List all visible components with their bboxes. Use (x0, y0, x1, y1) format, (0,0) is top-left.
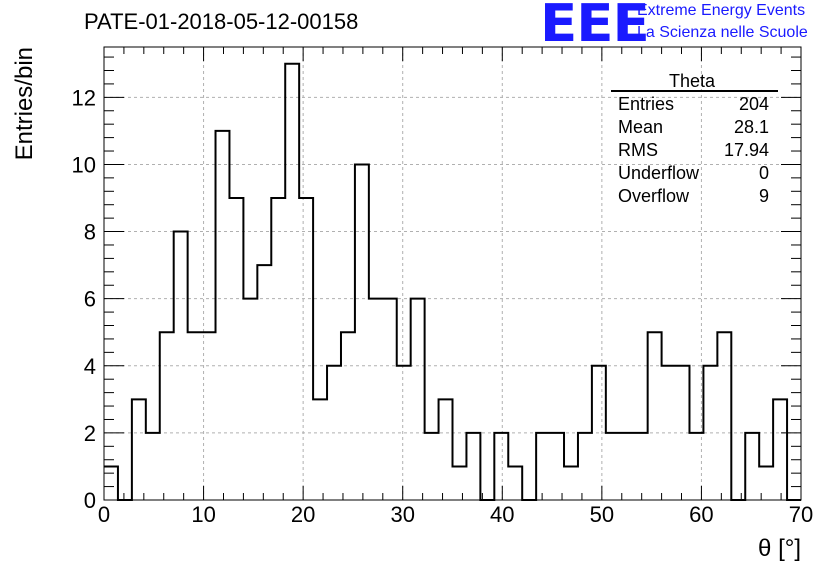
x-tick-label: 30 (390, 502, 414, 527)
x-axis-label: θ [°] (758, 535, 801, 562)
tick-labels: 0 10 20 30 40 50 60 70 0 2 4 6 8 10 12 (72, 85, 814, 527)
x-tick-label: 10 (191, 502, 215, 527)
y-tick-label: 10 (72, 152, 96, 177)
stats-row-label: Entries (618, 94, 674, 114)
axis-ticks (103, 47, 802, 501)
y-tick-label: 0 (84, 488, 96, 513)
y-tick-label: 8 (84, 220, 96, 245)
stats-rows: Entries 204 Mean 28.1 RMS 17.94 Underflow 0 Over… (618, 94, 769, 206)
logo-text-line2: La Scienza nelle Scuole (637, 24, 808, 41)
x-tick-label: 60 (689, 502, 713, 527)
stats-box: Theta Entries 204 Mean 28.1 RMS 17.94 Underflo… (611, 71, 778, 206)
stats-row-value: 204 (739, 94, 769, 114)
stats-row-value: 9 (759, 186, 769, 206)
logo-text-line1: Extreme Energy Events (637, 2, 806, 19)
eee-logo-mark: EEE (540, 0, 650, 54)
x-tick-label: 40 (490, 502, 514, 527)
y-tick-label: 4 (84, 354, 96, 379)
stats-row-value: 28.1 (734, 117, 769, 137)
y-tick-label: 12 (72, 85, 96, 110)
stats-row-label: RMS (618, 140, 658, 160)
x-tick-label: 20 (291, 502, 315, 527)
y-tick-label: 6 (84, 287, 96, 312)
y-tick-label: 2 (84, 421, 96, 446)
stats-row-value: 17.94 (724, 140, 769, 160)
plot-title: PATE-01-2018-05-12-00158 (84, 9, 359, 34)
stats-row-label: Mean (618, 117, 663, 137)
x-tick-label: 0 (98, 502, 110, 527)
stats-row-label: Underflow (618, 163, 700, 183)
stats-row-value: 0 (759, 163, 769, 183)
stats-box-title: Theta (669, 71, 716, 91)
plot-frame (103, 46, 802, 501)
stats-row-label: Overflow (618, 186, 690, 206)
x-tick-label: 70 (789, 502, 813, 527)
histogram-series (104, 62, 801, 501)
x-tick-label: 50 (590, 502, 614, 527)
y-axis-label: Entries/bin (11, 47, 38, 160)
